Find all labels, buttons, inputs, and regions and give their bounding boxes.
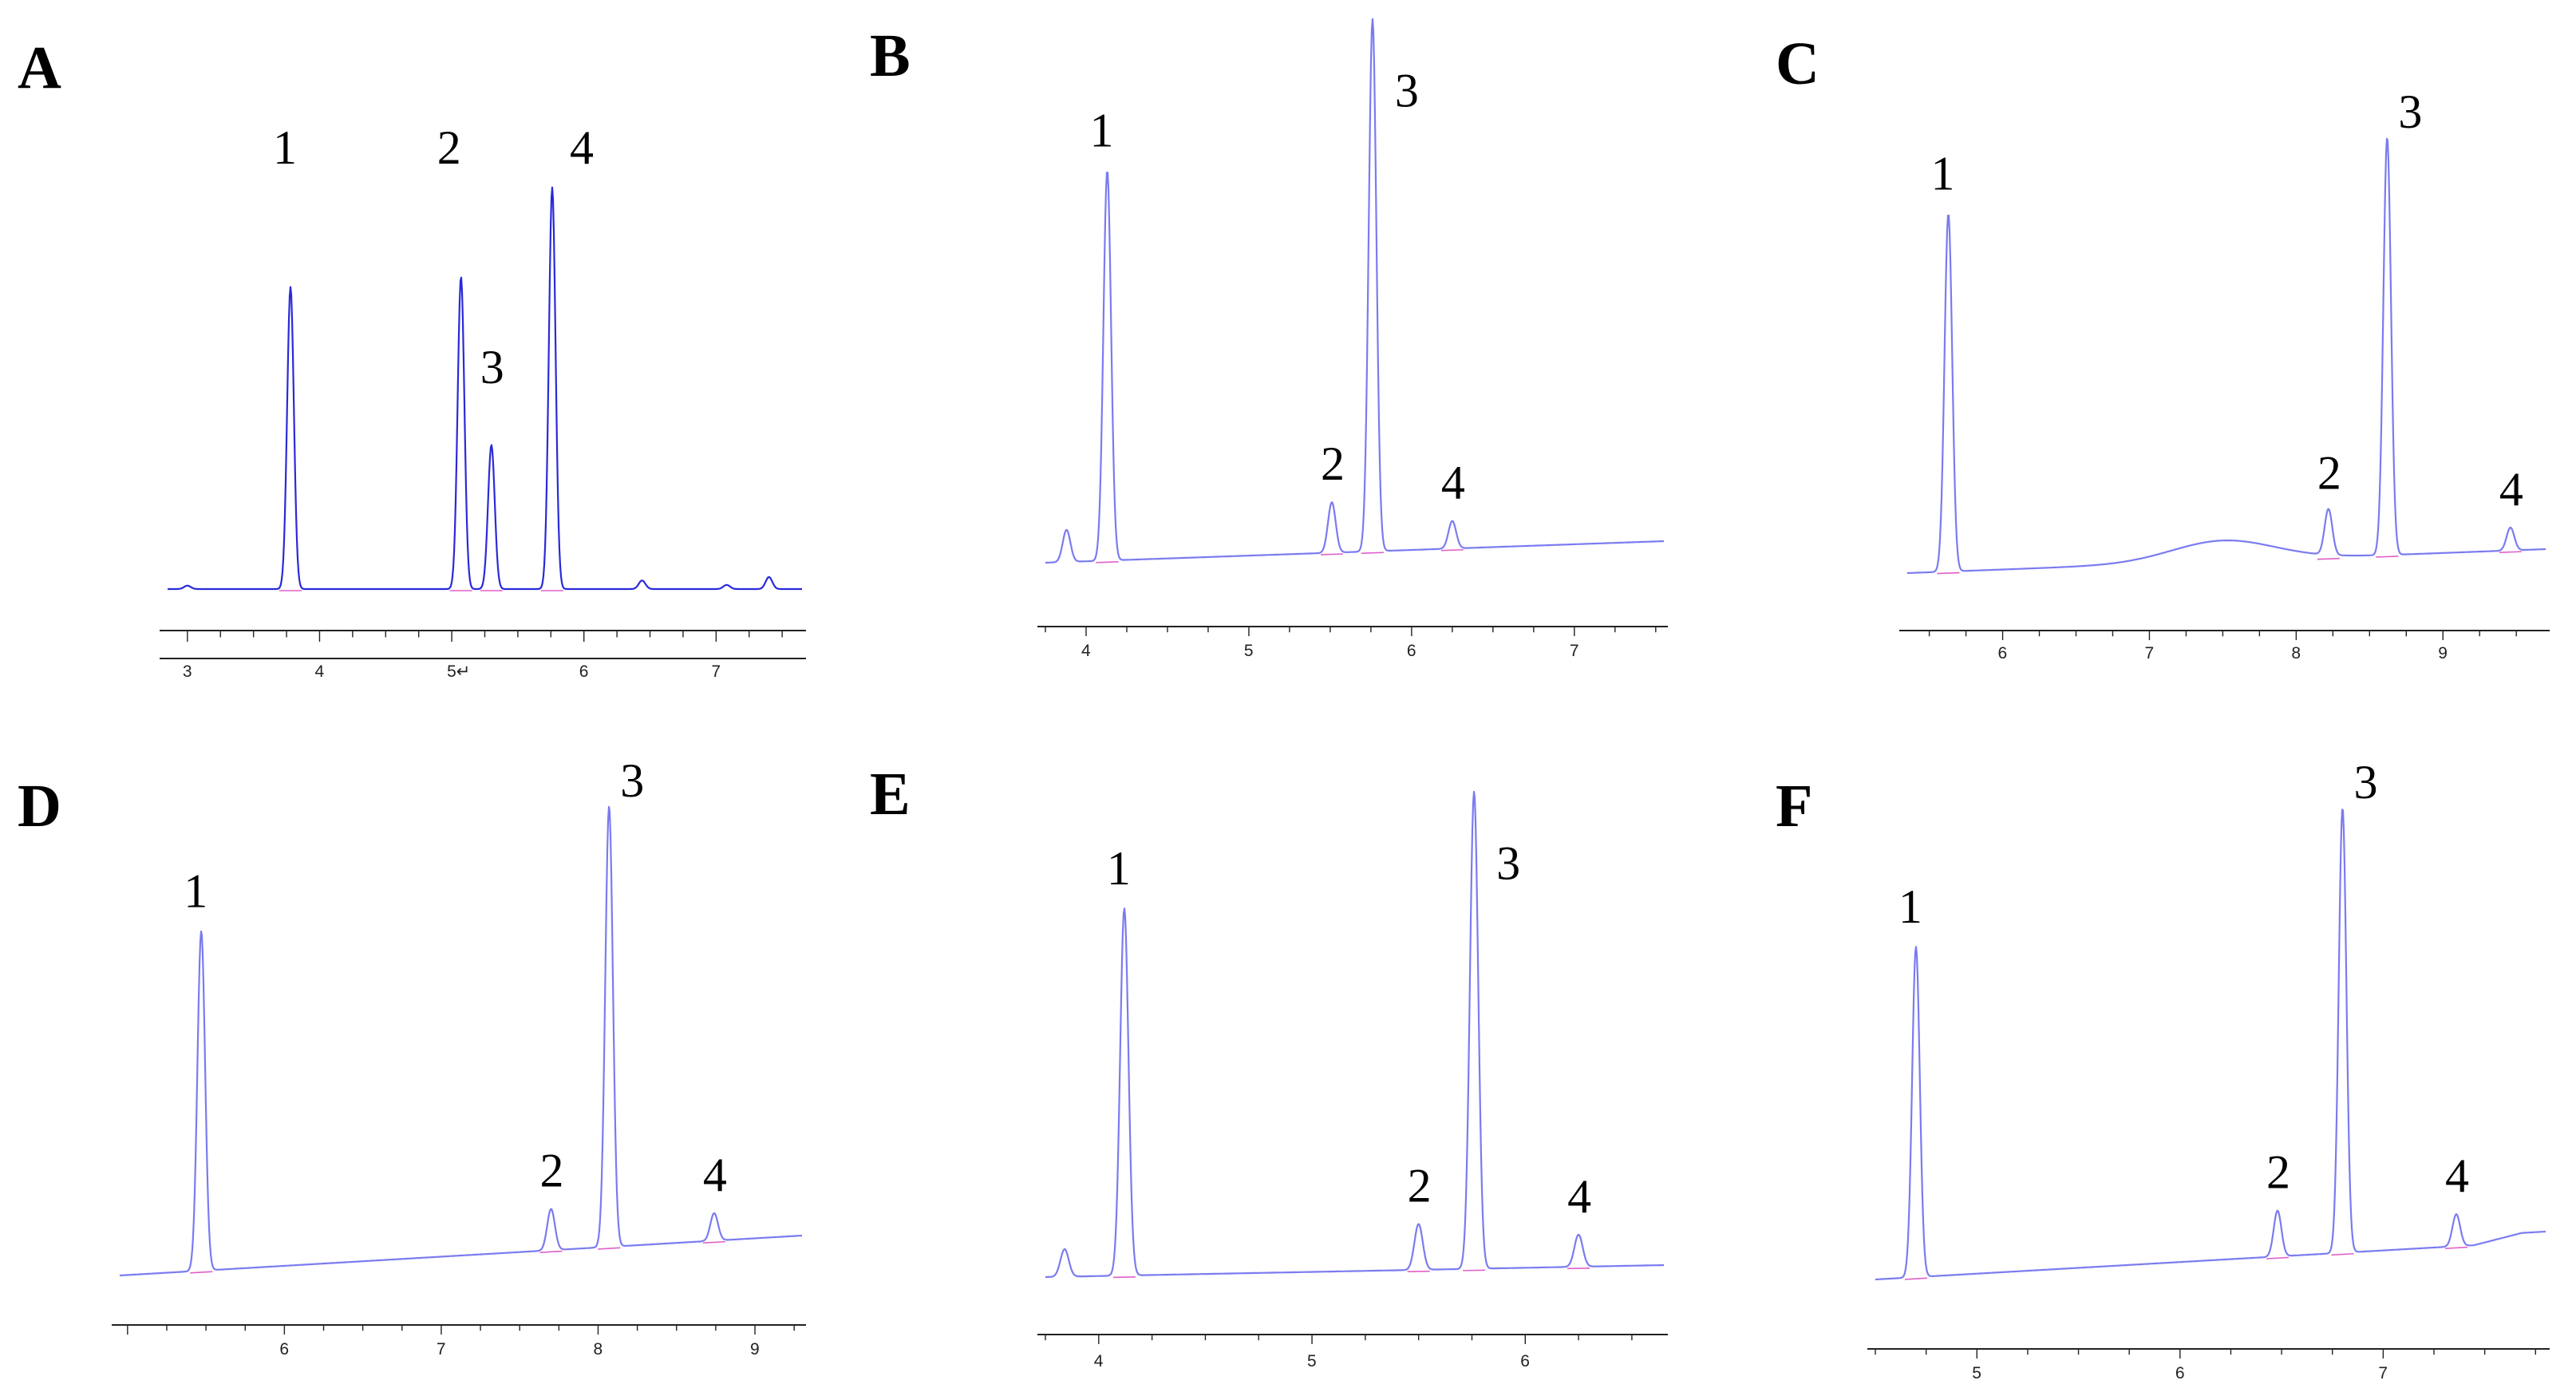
peak-label: 4: [2499, 463, 2523, 516]
chromatogram-trace: [1045, 18, 1665, 564]
peak-label: 1: [1930, 148, 1954, 200]
chart-panel-b: B 1 2 3 4 4 5 6 7: [870, 18, 1668, 660]
baseline-marker: [1320, 553, 1343, 556]
x-tick-label: 4: [1094, 1352, 1104, 1370]
baseline-marker: [1440, 548, 1464, 552]
chromatogram-trace: [1906, 137, 2546, 575]
x-tick-label: 8: [593, 1340, 603, 1358]
chromatogram-trace: [119, 805, 803, 1277]
panel-letter: F: [1776, 773, 1812, 840]
peak-label: 1: [273, 121, 297, 174]
peak-label: 3: [480, 341, 504, 393]
panel-letter: B: [870, 22, 911, 89]
peak-label: 1: [184, 865, 207, 918]
baseline-marker: [1567, 1267, 1590, 1270]
x-tick-label: 7: [2378, 1364, 2388, 1382]
peak-label: 4: [703, 1149, 727, 1201]
baseline-marker: [2266, 1256, 2290, 1260]
panel-letter: D: [18, 773, 61, 840]
peak-label: 3: [620, 754, 644, 807]
baseline-marker: [2444, 1246, 2468, 1249]
x-tick-label: 7: [437, 1340, 446, 1358]
baseline-marker: [1112, 1276, 1136, 1279]
chromatogram-trace: [1045, 790, 1665, 1279]
chromatogram-trace: [167, 186, 803, 591]
peak-label: 4: [2445, 1149, 2469, 1202]
peak-label: 3: [2353, 756, 2377, 809]
panel-letter: E: [870, 761, 911, 828]
baseline-marker: [2331, 1252, 2354, 1256]
peak-label: 4: [570, 121, 594, 174]
baseline-marker: [2376, 556, 2399, 558]
peak-label: 2: [540, 1145, 564, 1197]
x-tick-label: 5: [1307, 1352, 1317, 1370]
peak-label: 2: [2317, 447, 2341, 500]
x-tick-label: 7: [1570, 642, 1579, 660]
peak-label: 3: [2398, 85, 2422, 138]
baseline-marker: [598, 1247, 621, 1250]
peak-label: 2: [1321, 437, 1345, 490]
panel-letter: C: [1776, 30, 1819, 97]
x-tick-label: 4: [1081, 642, 1091, 660]
x-tick-label: 7: [2144, 644, 2154, 662]
peak-label: 2: [437, 121, 461, 174]
chart-panel-d: D 1 2 3 4 6 7 8 9: [18, 754, 806, 1358]
baseline-marker: [2317, 557, 2340, 560]
baseline-marker: [1904, 1277, 1927, 1280]
baseline-marker: [539, 1250, 563, 1254]
x-tick-label: 6: [1520, 1352, 1530, 1370]
baseline-marker: [1407, 1270, 1430, 1273]
x-tick-label: 6: [279, 1340, 289, 1358]
x-tick-label: 9: [2438, 644, 2448, 662]
baseline-marker: [1361, 552, 1384, 555]
chart-panel-e: E 1 2 3 4 4 5 6: [870, 761, 1668, 1370]
baseline-marker: [1937, 571, 1960, 575]
x-tick-label: 6: [1998, 644, 2008, 662]
peak-label: 1: [1107, 842, 1131, 895]
peak-label: 1: [1090, 105, 1114, 157]
chart-panel-a: A 1 2 3 4 3 4 5↵ 6 7: [18, 34, 806, 681]
peak-label: 4: [1567, 1170, 1591, 1223]
x-tick-label: 5: [1244, 642, 1254, 660]
baseline-marker: [1463, 1269, 1486, 1271]
x-tick-label: 9: [750, 1340, 760, 1358]
x-tick-label: 6: [2175, 1364, 2185, 1382]
peak-label: 4: [1441, 457, 1465, 509]
x-tick-label: 6: [1407, 642, 1416, 660]
peak-label: 3: [1395, 65, 1419, 117]
x-tick-label: 5↵: [447, 662, 470, 681]
x-tick-label: 8: [2291, 644, 2301, 662]
peak-label: 2: [2266, 1146, 2290, 1199]
baseline-marker: [1096, 561, 1119, 564]
chart-panel-c: C 1 2 3 4 6 7 8 9: [1776, 30, 2550, 662]
peak-label: 1: [1898, 880, 1922, 933]
baseline-marker: [702, 1240, 725, 1244]
panel-letter: A: [18, 34, 61, 101]
chromatogram-trace: [1875, 809, 2546, 1281]
x-tick-label: 3: [183, 662, 192, 681]
chart-panel-f: F 1 2 3 4 5 6 7: [1776, 756, 2550, 1382]
peak-label: 3: [1496, 837, 1520, 890]
x-tick-label: 4: [314, 662, 324, 681]
x-tick-label: 6: [579, 662, 589, 681]
x-tick-label: 5: [1972, 1364, 1981, 1382]
x-tick-label: 7: [711, 662, 721, 681]
peak-label: 2: [1408, 1159, 1432, 1212]
baseline-marker: [190, 1271, 213, 1274]
